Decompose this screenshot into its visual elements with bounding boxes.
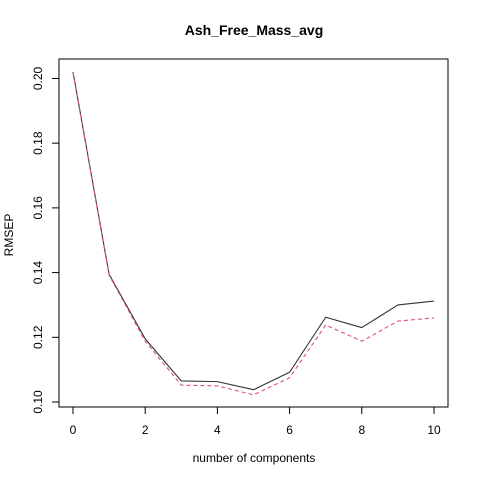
y-tick-label: 0.16: [31, 196, 45, 220]
series-line-1: [72, 71, 435, 391]
x-tick-label: 2: [142, 423, 149, 437]
x-tick-label: 6: [286, 423, 293, 437]
x-tick-label: 8: [358, 423, 365, 437]
y-tick-label: 0.10: [31, 390, 45, 414]
series-layer: [72, 71, 435, 396]
y-axis-label: RMSEP: [2, 214, 16, 257]
y-tick-label: 0.12: [31, 325, 45, 349]
x-axis-label: number of components: [193, 451, 316, 465]
y-tick-label: 0.20: [31, 66, 45, 90]
x-axis: 0 2 4 6 8 10: [70, 406, 441, 437]
x-tick-label: 4: [214, 423, 221, 437]
y-axis: 0.10 0.12 0.14 0.16 0.18 0.20: [31, 66, 60, 414]
series-line-2: [72, 72, 435, 396]
x-tick-label: 0: [70, 423, 77, 437]
chart-title: Ash_Free_Mass_avg: [185, 22, 324, 38]
x-tick-label: 10: [427, 423, 441, 437]
y-tick-label: 0.18: [31, 131, 45, 155]
plot-frame: [58, 58, 449, 408]
y-tick-label: 0.14: [31, 261, 45, 285]
